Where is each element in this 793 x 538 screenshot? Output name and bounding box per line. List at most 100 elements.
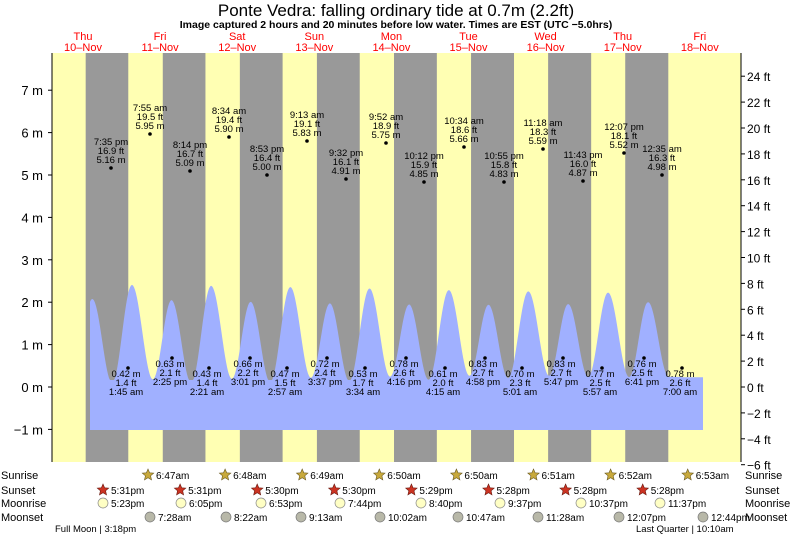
- high-tide-time: 9:13 am: [290, 110, 324, 121]
- y-tick-label-m: 6 m: [21, 126, 43, 141]
- high-tide-m: 5.52 m: [609, 140, 638, 151]
- sunrise-icon: [527, 468, 540, 481]
- y-tick-label-ft: −6 ft: [747, 459, 771, 473]
- low-tide-label: 0.78 m2.6 ft7:00 am: [663, 366, 697, 398]
- low-tide-ft: 2.6 ft: [669, 378, 690, 389]
- sunset-time: 5:31pm: [111, 486, 144, 497]
- high-tide-m: 4.83 m: [489, 169, 518, 180]
- high-tide-ft: 16.9 ft: [98, 146, 125, 157]
- tide-water-area: [90, 284, 703, 430]
- low-tide-point: [248, 356, 252, 360]
- day-weekday: Fri: [154, 31, 167, 43]
- tide-area: [90, 284, 703, 430]
- high-tide-ft: 16.7 ft: [177, 149, 204, 160]
- low-tide-point: [600, 366, 604, 370]
- sunrise-icon: [681, 468, 695, 481]
- high-tide-m: 4.85 m: [409, 169, 438, 180]
- high-tide-point: [581, 179, 585, 183]
- legend-label-sunset-left: Sunset: [1, 485, 35, 497]
- low-tide-label: 0.83 m2.7 ft5:47 pm: [544, 356, 578, 388]
- high-tide-m: 5.59 m: [528, 136, 557, 147]
- low-tide-m: 0.83 m: [468, 359, 497, 370]
- moonset-icon: [452, 511, 464, 523]
- axes: −1 m 0 m 1 m 2 m 3 m 4 m 5 m 6 m 7 m −6 ft −4 ft −2…: [14, 53, 771, 473]
- sunset-icon: [250, 483, 264, 496]
- day-weekday: Mon: [381, 31, 402, 43]
- low-tide-time: 7:00 am: [663, 387, 697, 398]
- low-tide-label: 0.76 m2.5 ft6:41 pm: [625, 356, 659, 388]
- y-tick-label-ft: 6 ft: [747, 303, 764, 317]
- sunset-icon: [482, 483, 495, 496]
- day-weekday: Sat: [229, 31, 246, 43]
- high-tide-point: [109, 166, 113, 170]
- moonset-time: 12:07pm: [627, 513, 666, 524]
- sunset-icon: [404, 483, 418, 496]
- high-tide-m: 5.90 m: [214, 124, 243, 135]
- low-tide-label: 0.53 m1.7 ft3:34 am: [346, 366, 380, 398]
- day-date: 11–Nov: [142, 42, 180, 54]
- low-tide-time: 5:57 am: [583, 387, 617, 398]
- y-tick-label-ft: 14 ft: [747, 200, 771, 214]
- low-tide-label: 0.42 m1.4 ft1:45 am: [109, 366, 143, 398]
- high-tide-ft: 15.8 ft: [491, 160, 518, 171]
- legend-label-moonset-left: Moonset: [1, 512, 43, 524]
- low-tide-ft: 2.6 ft: [393, 368, 414, 379]
- moonset-time: 7:28am: [158, 513, 191, 524]
- chart-title: Ponte Vedra: falling ordinary tide at 0.…: [218, 1, 574, 20]
- legend-label-sunset-right: Sunset: [745, 485, 779, 497]
- high-tide-time: 8:53 pm: [250, 144, 284, 155]
- day-date: 12–Nov: [218, 42, 256, 54]
- y-tick-label-ft: 16 ft: [747, 174, 771, 188]
- low-tide-point: [126, 366, 130, 370]
- legend-label-moonset-right: Moonset: [745, 512, 787, 524]
- sunset-time: 5:28pm: [497, 486, 530, 497]
- day-weekday: Thu: [613, 31, 632, 43]
- moonset-time: 11:28am: [546, 513, 584, 524]
- high-tide-ft: 16.1 ft: [333, 157, 360, 168]
- sunrise-icon: [218, 468, 232, 481]
- high-tide-point: [502, 180, 506, 184]
- high-tide-ft: 15.9 ft: [411, 160, 438, 171]
- moonset-icon: [295, 511, 307, 523]
- moonrise-icon: [654, 497, 666, 509]
- sunrise-icon: [449, 468, 463, 481]
- high-tide-point: [384, 141, 388, 145]
- sunrise-icon: [295, 468, 309, 481]
- low-tide-m: 0.63 m: [155, 359, 184, 370]
- high-tide-time: 7:55 am: [133, 103, 167, 114]
- high-tide-time: 7:35 pm: [94, 137, 128, 148]
- low-tide-ft: 2.0 ft: [432, 378, 453, 389]
- low-tide-point: [642, 356, 646, 360]
- low-tide-ft: 2.4 ft: [314, 368, 335, 379]
- low-tide-ft: 2.5 ft: [631, 368, 652, 379]
- day-weekday: Thu: [74, 31, 93, 43]
- low-tide-point: [483, 356, 487, 360]
- sunrise-time: 6:50am: [387, 471, 420, 482]
- moonrise-time: 8:40pm: [429, 499, 462, 510]
- moonset-icon: [220, 511, 232, 523]
- moonset-time: 12:44pm: [711, 513, 750, 524]
- y-tick-label-ft: 12 ft: [747, 226, 771, 240]
- low-tide-m: 0.66 m: [233, 359, 262, 370]
- moonrise-icon: [575, 497, 587, 509]
- sunrise-time: 6:48am: [233, 471, 266, 482]
- moonset-time: 8:22am: [234, 513, 267, 524]
- low-tide-ft: 2.1 ft: [159, 368, 180, 379]
- high-tide-time: 11:18 am: [524, 118, 563, 129]
- low-tide-point: [680, 366, 684, 370]
- high-tide-m: 5.00 m: [252, 162, 281, 173]
- y-tick-label-ft: 8 ft: [747, 277, 764, 291]
- low-tide-ft: 1.5 ft: [274, 378, 295, 389]
- low-tide-time: 4:15 am: [426, 387, 460, 398]
- low-tide-time: 3:01 pm: [231, 377, 265, 388]
- low-tide-m: 0.78 m: [665, 369, 694, 380]
- high-tide-time: 10:12 pm: [404, 151, 444, 162]
- day-date: 16–Nov: [527, 42, 565, 54]
